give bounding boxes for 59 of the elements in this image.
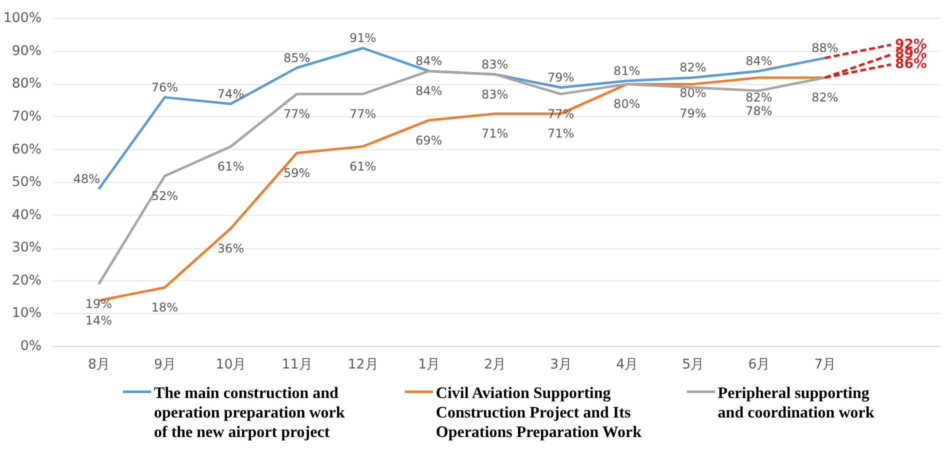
data-label: 79% [680, 106, 706, 120]
y-tick-label: 60% [12, 142, 42, 158]
data-label: 77% [283, 107, 310, 122]
data-label: 71% [482, 126, 508, 141]
y-tick-label: 0% [20, 339, 42, 354]
data-label: 83% [482, 87, 508, 102]
data-label: 52% [151, 189, 178, 203]
data-label: 61% [217, 159, 244, 174]
x-tick-label: 1月 [418, 358, 440, 372]
y-tick-label: 70% [12, 109, 42, 124]
y-tick-label: 30% [12, 240, 42, 256]
data-label: 83% [482, 57, 508, 72]
data-label: 80% [614, 97, 640, 112]
y-tick-label: 10% [12, 306, 42, 322]
legend-label: Civil Aviation Supporting Construction Project and Its Operations Preparation Work [436, 384, 642, 441]
y-tick-label: 20% [12, 273, 42, 288]
data-label: 19% [85, 297, 112, 312]
data-label: 36% [217, 241, 244, 256]
x-tick-label: 7月 [814, 358, 836, 372]
legend-label: Peripheral supporting and coordination work [718, 384, 874, 422]
data-label: 48% [73, 172, 100, 186]
data-label: 84% [415, 84, 442, 98]
data-label: 77% [349, 107, 376, 122]
x-tick-label: 12月 [348, 358, 378, 372]
data-label: 78% [746, 104, 772, 118]
y-tick-label: 80% [12, 76, 42, 92]
data-label: 81% [614, 64, 640, 78]
data-label: 84% [415, 54, 442, 68]
x-tick-label: 10月 [216, 358, 246, 372]
data-label: 82% [812, 90, 838, 105]
data-label: 59% [283, 166, 310, 180]
data-label: 82% [680, 60, 706, 75]
x-tick-label: 11月 [282, 358, 312, 372]
data-label: 14% [85, 314, 112, 328]
y-tick-label: 100% [3, 11, 42, 26]
data-label: 74% [217, 86, 244, 101]
data-label: 84% [746, 54, 772, 68]
data-label: 88% [812, 40, 838, 55]
data-label: 85% [283, 50, 310, 65]
x-tick-label: 4月 [616, 358, 638, 372]
x-tick-label: 6月 [748, 358, 770, 372]
x-tick-label: 8月 [88, 358, 110, 372]
data-label: 18% [151, 300, 178, 314]
x-tick-label: 5月 [682, 358, 704, 372]
data-label: 80% [680, 86, 706, 100]
x-tick-label: 9月 [154, 358, 176, 372]
x-tick-label: 2月 [484, 358, 506, 372]
legend-label: The main construction and operation preparation work of the new airport project [154, 384, 345, 441]
data-label: 76% [151, 80, 178, 94]
data-label: 61% [349, 159, 376, 174]
y-tick-label: 40% [12, 208, 42, 223]
data-label: 91% [349, 31, 376, 46]
data-label: 71% [548, 126, 574, 141]
y-tick-label: 50% [12, 175, 42, 190]
data-label: 82% [746, 90, 772, 105]
x-tick-label: 3月 [550, 358, 572, 372]
data-label: 79% [548, 70, 574, 84]
y-tick-label: 90% [12, 44, 42, 59]
data-label: 69% [415, 133, 442, 148]
